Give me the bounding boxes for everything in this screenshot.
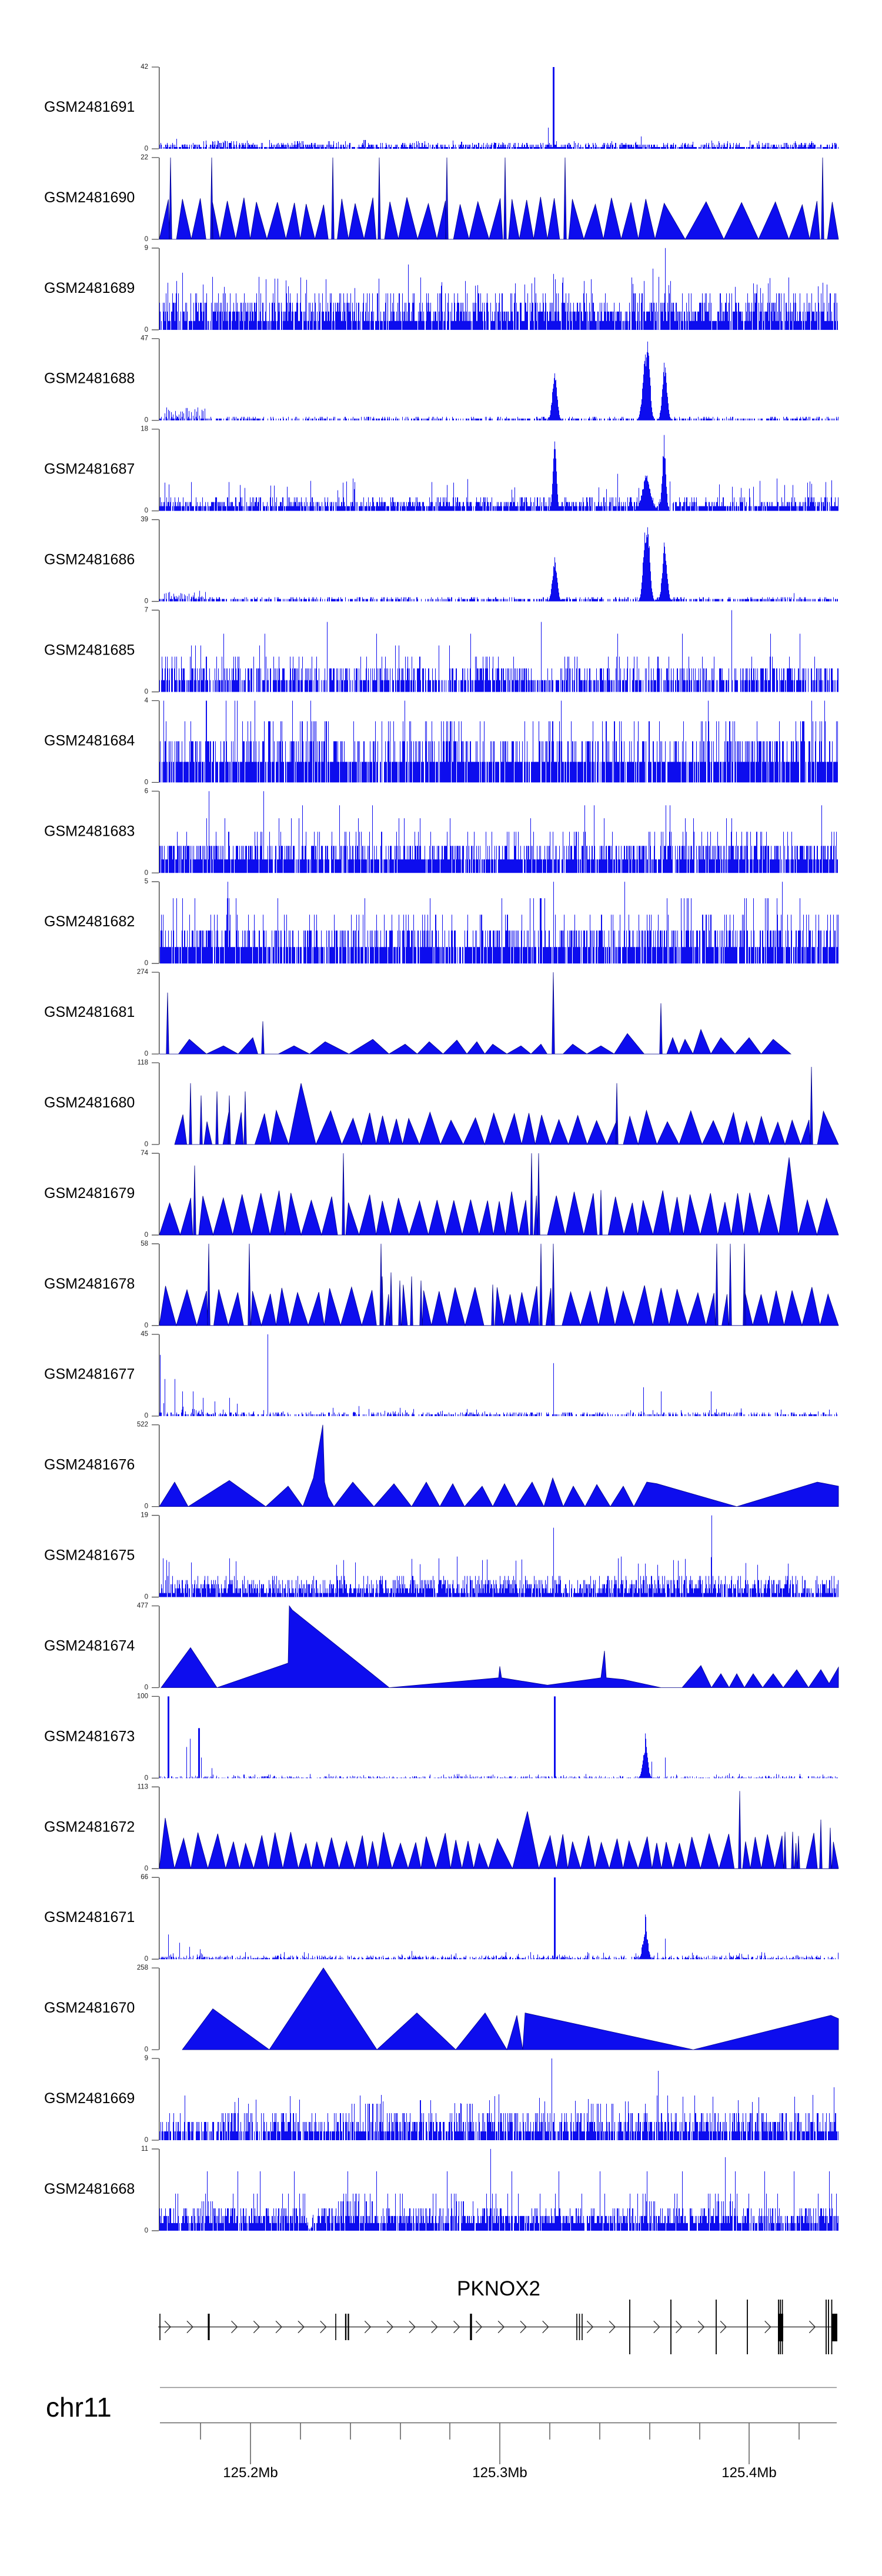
svg-text:9: 9: [145, 245, 148, 252]
svg-text:GSM2481687: GSM2481687: [44, 461, 135, 478]
svg-text:18: 18: [141, 426, 148, 433]
svg-text:GSM2481670: GSM2481670: [44, 2000, 135, 2016]
svg-text:GSM2481674: GSM2481674: [44, 1638, 135, 1654]
svg-text:125.3Mb: 125.3Mb: [472, 2465, 527, 2481]
svg-text:274: 274: [137, 969, 149, 976]
svg-text:113: 113: [138, 1783, 148, 1790]
svg-text:118: 118: [138, 1059, 148, 1066]
svg-text:0: 0: [145, 417, 148, 424]
svg-text:11: 11: [141, 2145, 148, 2153]
svg-text:0: 0: [145, 2227, 148, 2234]
svg-text:GSM2481688: GSM2481688: [44, 371, 135, 387]
svg-text:0: 0: [145, 779, 148, 786]
svg-text:0: 0: [145, 1956, 148, 1963]
svg-text:66: 66: [141, 1874, 148, 1881]
svg-text:0: 0: [145, 1050, 148, 1057]
svg-text:GSM2481680: GSM2481680: [44, 1095, 135, 1111]
svg-text:0: 0: [145, 326, 148, 333]
svg-text:5: 5: [145, 878, 148, 885]
svg-text:45: 45: [141, 1331, 148, 1338]
svg-text:GSM2481684: GSM2481684: [44, 732, 135, 749]
svg-text:GSM2481690: GSM2481690: [44, 189, 135, 206]
svg-text:4: 4: [145, 697, 149, 704]
svg-text:7: 7: [145, 607, 148, 614]
svg-text:0: 0: [145, 1503, 148, 1510]
svg-text:GSM2481689: GSM2481689: [44, 280, 135, 296]
svg-text:0: 0: [145, 1322, 148, 1329]
svg-text:GSM2481682: GSM2481682: [44, 913, 135, 930]
svg-text:GSM2481685: GSM2481685: [44, 642, 135, 659]
svg-text:GSM2481668: GSM2481668: [44, 2181, 135, 2197]
svg-text:42: 42: [141, 64, 148, 71]
svg-text:GSM2481675: GSM2481675: [44, 1547, 135, 1564]
svg-text:GSM2481669: GSM2481669: [44, 2090, 135, 2107]
svg-text:0: 0: [145, 236, 148, 243]
svg-text:chr11: chr11: [46, 2392, 112, 2422]
svg-text:100: 100: [137, 1693, 148, 1700]
svg-text:0: 0: [145, 869, 148, 876]
svg-text:0: 0: [145, 689, 148, 696]
svg-text:GSM2481679: GSM2481679: [44, 1185, 135, 1202]
svg-text:0: 0: [145, 2046, 148, 2053]
svg-text:GSM2481676: GSM2481676: [44, 1457, 135, 1473]
svg-text:125.4Mb: 125.4Mb: [721, 2465, 776, 2481]
svg-text:PKNOX2: PKNOX2: [457, 2277, 540, 2300]
svg-text:0: 0: [145, 508, 148, 515]
svg-text:0: 0: [145, 1141, 148, 1148]
svg-text:GSM2481678: GSM2481678: [44, 1276, 135, 1292]
svg-text:0: 0: [145, 598, 148, 605]
svg-text:522: 522: [137, 1422, 148, 1429]
svg-text:0: 0: [145, 1413, 148, 1420]
svg-text:0: 0: [145, 1865, 148, 1872]
svg-text:GSM2481691: GSM2481691: [44, 99, 135, 115]
svg-text:0: 0: [145, 1594, 148, 1601]
svg-text:GSM2481683: GSM2481683: [44, 823, 135, 839]
svg-text:47: 47: [141, 335, 148, 342]
svg-text:GSM2481681: GSM2481681: [44, 1004, 135, 1020]
svg-text:0: 0: [145, 960, 148, 967]
svg-text:74: 74: [141, 1150, 148, 1157]
svg-text:58: 58: [141, 1240, 148, 1247]
svg-text:GSM2481673: GSM2481673: [44, 1728, 135, 1744]
svg-text:22: 22: [141, 154, 148, 161]
svg-text:0: 0: [145, 145, 148, 152]
svg-text:9: 9: [145, 2055, 148, 2062]
svg-text:258: 258: [137, 1964, 148, 1971]
svg-text:GSM2481671: GSM2481671: [44, 1909, 135, 1926]
svg-text:GSM2481672: GSM2481672: [44, 1818, 135, 1835]
svg-text:0: 0: [145, 1684, 148, 1691]
svg-text:0: 0: [145, 1774, 148, 1781]
svg-text:0: 0: [145, 2137, 148, 2144]
svg-text:477: 477: [137, 1603, 148, 1610]
svg-text:19: 19: [141, 1512, 148, 1519]
svg-text:0: 0: [145, 1232, 148, 1239]
svg-text:6: 6: [145, 788, 148, 795]
svg-text:125.2Mb: 125.2Mb: [223, 2465, 278, 2481]
svg-text:GSM2481677: GSM2481677: [44, 1366, 135, 1383]
svg-text:GSM2481686: GSM2481686: [44, 552, 135, 568]
svg-text:39: 39: [141, 516, 148, 523]
